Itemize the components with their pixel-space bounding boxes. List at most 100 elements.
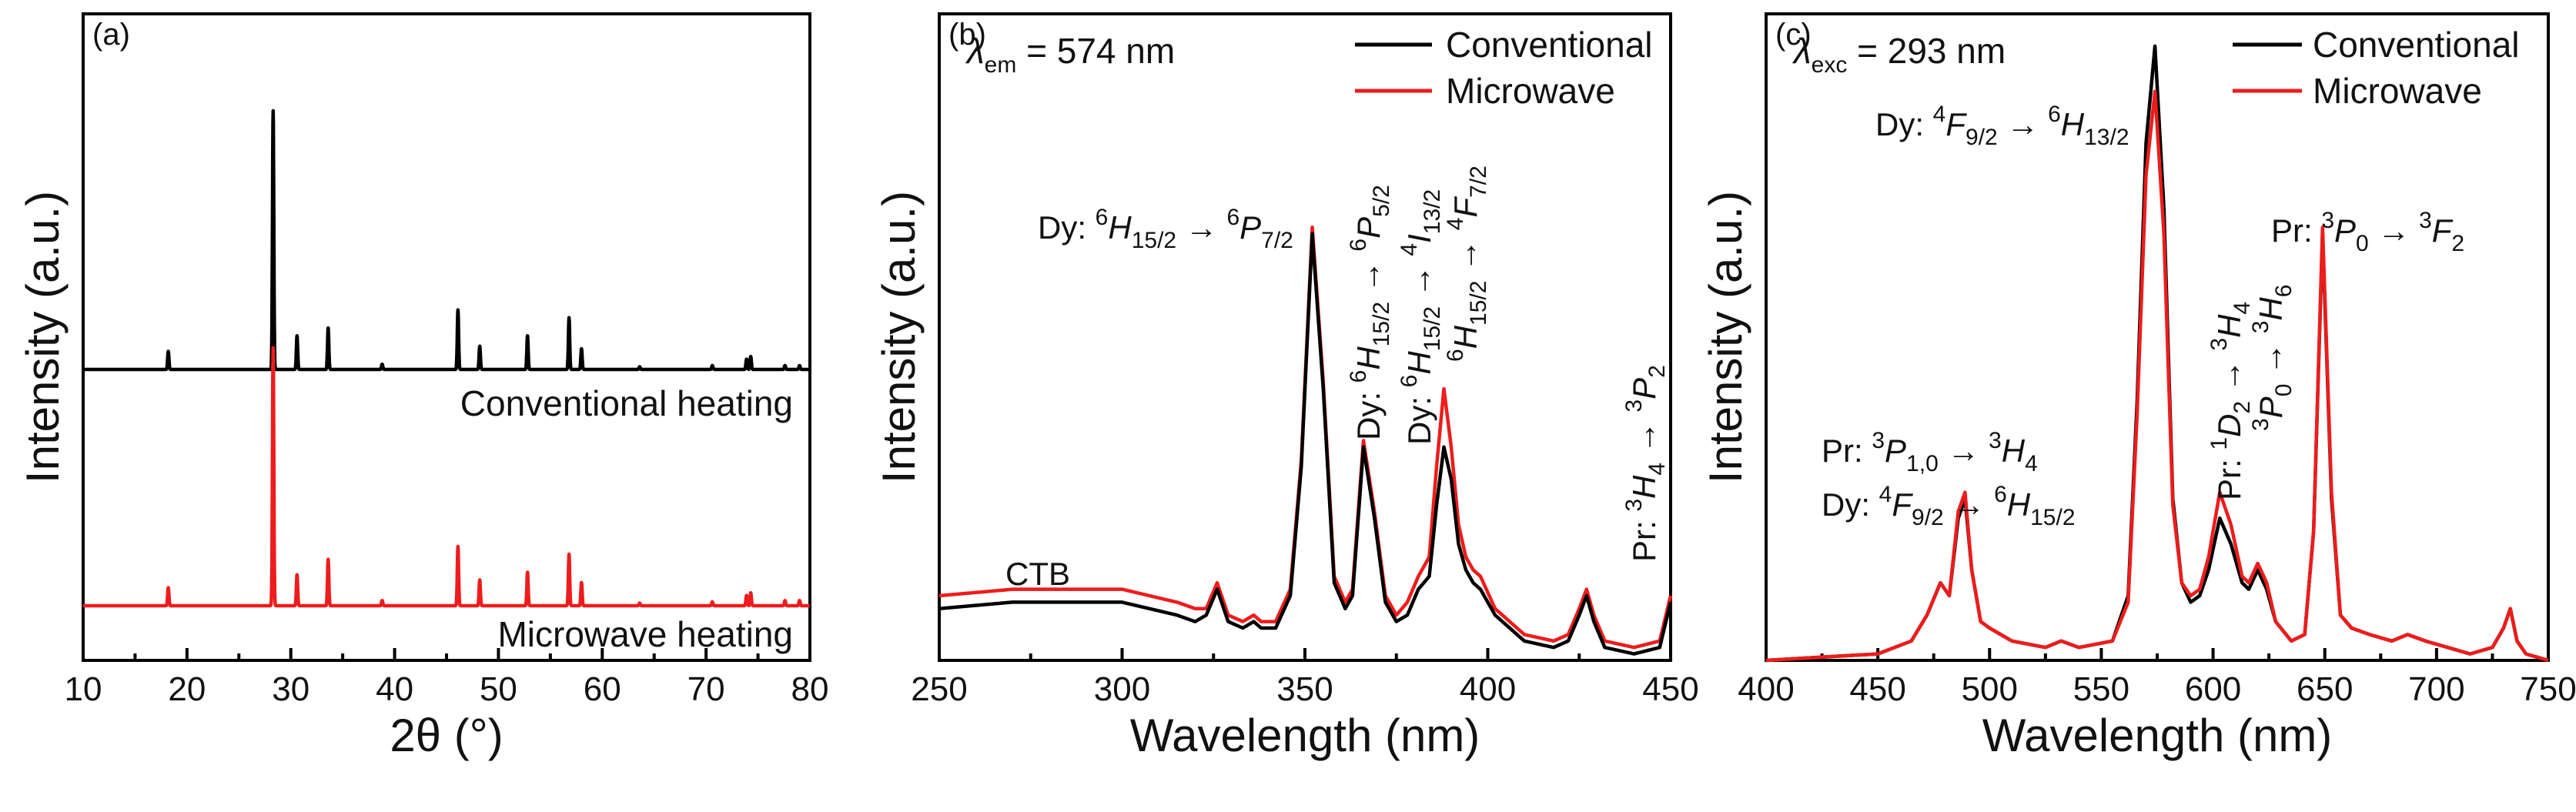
x-tick-label: 20 [168, 670, 206, 708]
transition-pr-3h4-arrow: → [1939, 433, 1989, 469]
series-microwave-heating [82, 346, 811, 608]
plot-frame [82, 12, 811, 662]
transition-6p52-sym1: H [1350, 346, 1387, 370]
transition-6p72-sub2: 7/2 [1261, 228, 1293, 253]
transition-3p2-sub1: 4 [1644, 463, 1670, 476]
transition-4f72-sub2: 7/2 [1466, 165, 1491, 198]
x-tick-label: 70 [687, 670, 725, 708]
transition-6p72-sup2: 6 [1226, 205, 1239, 230]
lambda-sub: exc [1812, 52, 1848, 78]
transition-1d2-sym2: H [2211, 314, 2247, 338]
y-axis-title: Intensity (a.u.) [873, 191, 925, 483]
series-conventional-heating [82, 109, 811, 372]
transition-4i132-space [1401, 387, 1437, 396]
transition-1d2-sup2: 3 [2206, 338, 2232, 351]
transition-1d2-sub2: 4 [2230, 302, 2255, 315]
transition-3f2-sub1: 0 [2356, 231, 2369, 256]
transition-6h132-space [1924, 106, 1933, 142]
transition-4i132-sub1: 15/2 [1420, 306, 1445, 351]
lambda-label: λexc = 293 nm [1791, 31, 2006, 78]
transition-6p52-sup1: 6 [1346, 370, 1371, 383]
lambda-label: λem = 574 nm [965, 31, 1175, 78]
transition-4i132-sym2: I [1401, 234, 1437, 243]
x-tick-label: 700 [2408, 670, 2464, 708]
transition-3f2-element: Pr: [2271, 212, 2313, 249]
transition-6p52-space [1350, 383, 1387, 392]
transition-3p2-arrow: → [1626, 413, 1662, 463]
panel-a: 10 20 30 40 50 60 70 80 2θ (°) Intensity (a.u.) (a… [17, 12, 828, 761]
transition-3h6-arrow: → [2253, 333, 2289, 383]
transition-6p72-sym1: H [1108, 209, 1132, 246]
series-conventional [938, 232, 1673, 656]
panel-b: 250 300 350 400 450 Wavelength (nm) Intensity … [873, 12, 1699, 761]
transition-3p2-sub2: 2 [1644, 365, 1670, 378]
transition-3f2-sup1: 3 [2321, 208, 2334, 233]
x-tick-label: 250 [911, 670, 967, 708]
x-tick-label: 450 [1642, 670, 1698, 708]
y-axis-title: Intensity (a.u.) [17, 191, 69, 483]
transition-6p72-space [1086, 209, 1096, 246]
transition-6h152: Dy: 4F9/2 → 6H15/2 [1822, 482, 2076, 530]
transition-pr-3h4-sub1: 1,0 [1906, 451, 1939, 476]
transition-6p52-arrow: → [1350, 252, 1387, 302]
x-tick-label: 400 [1460, 670, 1516, 708]
transition-3h6-sup1: 3 [2248, 418, 2273, 431]
x-axis-title: 2θ (°) [390, 710, 503, 761]
transition-1d2-sup1: 1 [2206, 437, 2232, 450]
transition-6p72: Dy: 6H15/2 → 6P7/2 [1038, 205, 1293, 253]
series-label-conventional: Conventional heating [460, 383, 793, 423]
transition-4i132-sup1: 6 [1397, 375, 1422, 388]
transition-6h152-space [1870, 486, 1879, 523]
transition-6h132-sym2: H [2061, 106, 2085, 142]
transition-4f72-arrow: → [1447, 230, 1484, 280]
transition-3p2: Pr: 3H4 → 3P2 [1621, 365, 1670, 562]
transition-pr-3h4-sym1: P [1885, 433, 1906, 469]
x-tick-label: 40 [376, 670, 413, 708]
x-tick-label: 750 [2520, 670, 2576, 708]
legend-label-microwave: Microwave [1446, 71, 1615, 111]
transition-4f72-sym1: H [1447, 325, 1484, 349]
transition-3h6-sym2: H [2253, 297, 2289, 321]
x-tick-label: 300 [1094, 670, 1150, 708]
x-tick-label: 650 [2297, 670, 2353, 708]
transition-3h6-sym1: P [2253, 396, 2289, 418]
transition-4i132: Dy: 6H15/2 → 4I13/2 [1397, 189, 1445, 445]
transition-1d2-space [2211, 450, 2247, 459]
ctb-label: CTB [1005, 556, 1070, 592]
transition-1d2-sym1: D [2211, 414, 2247, 437]
transition-6h132-sub1: 9/2 [1965, 125, 1998, 150]
transition-6h152-sym1: F [1892, 486, 1913, 523]
transition-pr-3h4-sup2: 3 [1989, 428, 2002, 453]
transition-pr-3h4-space [1863, 433, 1872, 469]
transition-4i132-sym1: H [1401, 351, 1437, 375]
transition-1d2-arrow: → [2211, 351, 2247, 401]
transition-6h132-sym1: F [1945, 106, 1967, 142]
transition-pr-3h4-sup1: 3 [1872, 428, 1885, 453]
transition-6h132-sup2: 6 [2048, 102, 2061, 127]
lambda-symbol: λ [1791, 31, 1812, 71]
transition-4f72-sup2: 4 [1443, 218, 1468, 231]
transition-6h152-sup2: 6 [1994, 482, 2007, 507]
transition-6h152-sub1: 9/2 [1912, 505, 1944, 530]
transition-6p52-sub2: 5/2 [1369, 185, 1394, 217]
lambda-symbol: λ [965, 31, 985, 71]
transition-6p72-sup1: 6 [1096, 205, 1109, 230]
transition-6p52-sym2: P [1350, 217, 1387, 239]
transition-6h152-sym2: H [2007, 486, 2031, 523]
lambda-value: = 574 nm [1016, 31, 1175, 71]
legend-label-microwave: Microwave [2313, 71, 2482, 111]
panel-label: (a) [92, 18, 130, 52]
transition-3h6-sub2: 6 [2271, 285, 2297, 298]
transition-6p72-arrow: → [1176, 209, 1226, 246]
x-tick-label: 60 [584, 670, 621, 708]
transition-1d2: Pr: 1D2 → 3H4 [2206, 302, 2255, 500]
transition-6h132-element: Dy: [1875, 106, 1924, 142]
legend-label-conventional: Conventional [1446, 25, 1653, 65]
transition-6p72-sub1: 15/2 [1132, 228, 1176, 253]
transition-4i132-arrow: → [1401, 256, 1437, 306]
transition-3f2-space [2313, 212, 2322, 249]
x-axis-title: Wavelength (nm) [1982, 710, 2333, 761]
transition-6h132-sub2: 13/2 [2084, 125, 2129, 150]
transition-6h132: Dy: 4F9/2 → 6H13/2 [1875, 102, 2129, 150]
